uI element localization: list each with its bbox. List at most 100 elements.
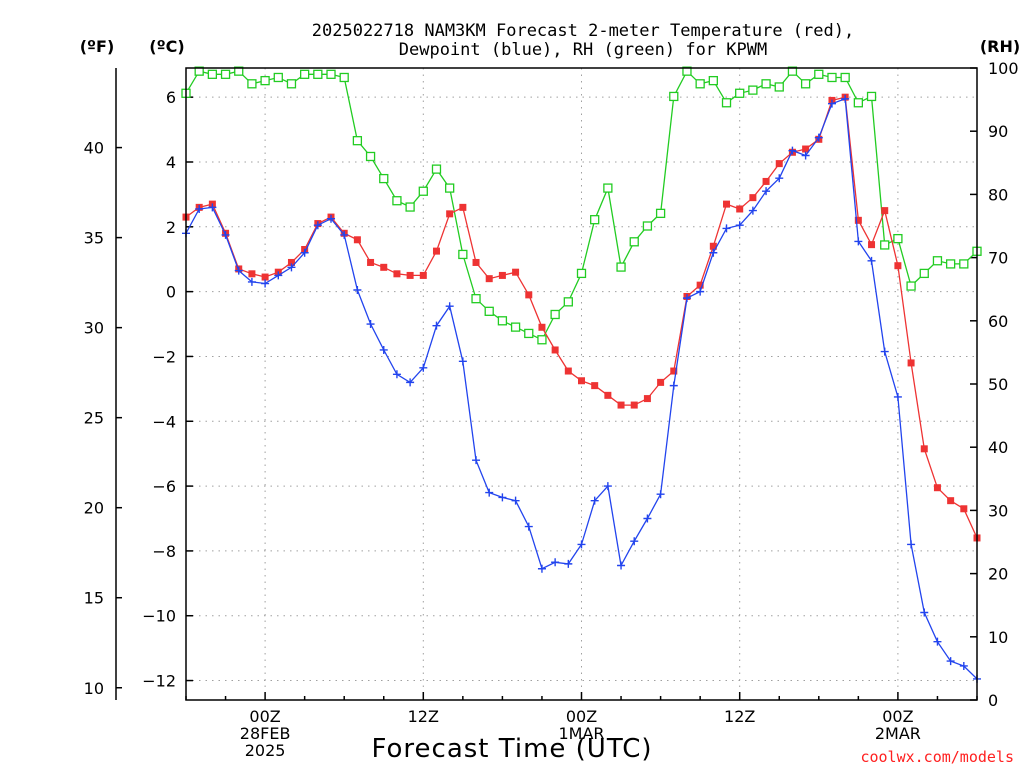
temperature-point — [723, 200, 731, 208]
temperature-point — [657, 378, 665, 386]
dewpoint-point — [682, 294, 691, 303]
rh-point — [603, 183, 613, 193]
rh-point — [576, 268, 587, 279]
dewpoint-point — [920, 608, 929, 617]
rh-point — [563, 297, 573, 307]
rh-tick-label: 60 — [988, 312, 1008, 331]
rh-point — [273, 72, 283, 83]
dewpoint-point — [880, 347, 889, 356]
celsius-tick-label: −12 — [142, 672, 176, 691]
temperature-point — [380, 263, 388, 271]
chart-title-line2: Dewpoint (blue), RH (green) for KPWM — [399, 40, 767, 60]
rh-point — [445, 183, 455, 193]
temperature-point — [498, 271, 506, 279]
rh-point — [919, 268, 929, 279]
rh-point — [629, 237, 639, 247]
dewpoint-point — [867, 256, 876, 265]
rh-point — [352, 136, 363, 146]
temperature-point — [709, 242, 717, 250]
rh-tick-label: 40 — [988, 438, 1008, 457]
rh-point — [616, 262, 626, 272]
dewpoint-point — [946, 657, 955, 666]
dewpoint-point — [432, 321, 441, 330]
fahrenheit-axis: 10 15 20 25 30 35 40 — [84, 68, 122, 700]
temperature-point — [538, 323, 546, 331]
dewpoint-point — [775, 174, 784, 183]
rh-unit-label: (RH) — [980, 37, 1020, 56]
temperature-point — [485, 275, 493, 283]
dewpoint-point — [458, 357, 467, 366]
dewpoint-point — [893, 392, 902, 401]
temperature-point — [630, 401, 638, 409]
celsius-tick-label: −6 — [152, 477, 176, 496]
fahrenheit-tick-label: 25 — [84, 409, 104, 428]
dewpoint-point — [524, 522, 533, 531]
dewpoint-point — [300, 248, 309, 257]
dewpoint-point — [762, 187, 771, 196]
rh-tick-label: 20 — [988, 565, 1008, 584]
temperature-point — [472, 258, 480, 266]
temperature-point — [564, 367, 572, 375]
rh-point — [814, 69, 824, 79]
temperature-point — [920, 445, 928, 453]
fahrenheit-tick-label: 30 — [84, 319, 104, 338]
series-rh — [181, 66, 982, 345]
rh-point — [405, 202, 415, 212]
celsius-tick-label: 4 — [166, 153, 176, 172]
temperature-point — [393, 270, 401, 278]
temperature-point — [960, 505, 968, 513]
dewpoint-point — [340, 230, 349, 239]
rh-point — [220, 69, 231, 79]
temperature-point — [868, 241, 876, 249]
fahrenheit-tick-label: 40 — [84, 139, 104, 158]
dewpoint-point — [827, 99, 836, 108]
dewpoint-point — [722, 224, 731, 233]
temperature-point — [762, 177, 770, 185]
dewpoint-point — [195, 204, 204, 213]
rh-point — [194, 66, 204, 76]
fahrenheit-tick-label: 10 — [84, 679, 104, 698]
rh-tick-label: 30 — [988, 501, 1008, 520]
rh-point — [748, 85, 758, 95]
rh-point — [880, 240, 890, 250]
rh-point — [365, 151, 376, 162]
temperature-point — [670, 367, 678, 375]
dewpoint-point — [287, 263, 296, 272]
dewpoint-point — [748, 206, 757, 215]
fahrenheit-tick-label: 35 — [84, 229, 104, 248]
dewpoint-point — [366, 320, 375, 329]
temperature-point — [775, 160, 783, 168]
time-tick-label: 2MAR — [875, 724, 921, 743]
celsius-unit-label: (ºC) — [149, 37, 184, 56]
rh-point — [906, 281, 916, 291]
dewpoint-point — [379, 345, 388, 354]
temperature-point — [353, 236, 361, 244]
rh-point — [471, 294, 481, 304]
celsius-tick-label: 6 — [166, 88, 176, 107]
temperature-point — [419, 271, 427, 279]
temperature-point — [854, 216, 862, 224]
rh-point — [708, 75, 718, 86]
dewpoint-point — [801, 151, 810, 160]
celsius-tick-label: 2 — [166, 218, 176, 237]
dewpoint-point — [472, 456, 481, 465]
temperature-point — [947, 497, 955, 505]
dewpoint-point — [234, 266, 243, 275]
temperature-point — [933, 484, 941, 492]
dewpoint-point — [933, 637, 942, 646]
celsius-tick-label: 0 — [166, 283, 176, 302]
rh-point — [326, 69, 336, 79]
rh-tick-label: 50 — [988, 375, 1008, 394]
grid-lines — [186, 68, 977, 700]
temperature-point — [643, 395, 651, 403]
rh-point — [247, 79, 257, 89]
celsius-tick-label: −4 — [152, 412, 176, 431]
series-dewpoint — [182, 94, 981, 683]
rh-point — [853, 98, 863, 108]
rh-point — [379, 173, 389, 184]
temperature-point — [525, 291, 533, 299]
series-temperature — [182, 93, 981, 542]
temperature-point — [367, 258, 375, 266]
rh-point — [761, 79, 771, 89]
temperature-point — [459, 203, 467, 211]
